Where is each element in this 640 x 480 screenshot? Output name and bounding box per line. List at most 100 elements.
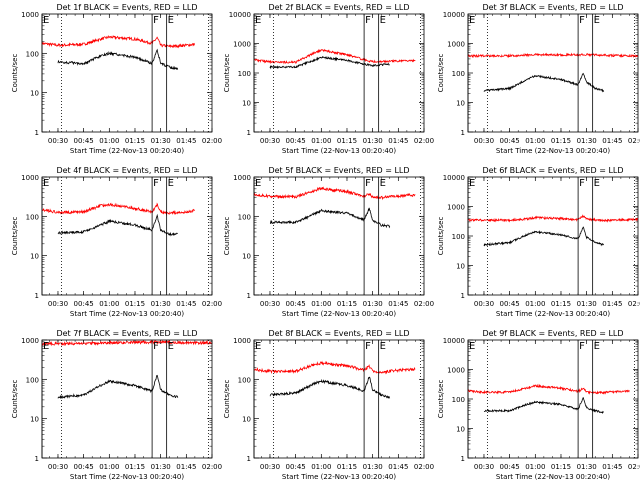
- chart-title: Det 5f BLACK = Events, RED = LLD: [268, 166, 409, 175]
- chart-panel-9: Det 9f BLACK = Events, RED = LLD 1 10 100 10…: [437, 329, 640, 480]
- marker-label: E: [594, 15, 600, 26]
- marker-label: E: [168, 178, 174, 189]
- events-series-line: [269, 207, 391, 229]
- y-tick-label: 10000: [443, 174, 465, 182]
- x-tick-label: 01:45: [176, 300, 196, 308]
- x-tick-label: 01:00: [311, 300, 331, 308]
- x-tick-label: 00:30: [260, 137, 280, 145]
- y-axis-label: Counts/sec: [223, 54, 231, 93]
- chart-panel-4: Det 4f BLACK = Events, RED = LLD 1 10 100 10…: [11, 166, 222, 318]
- y-tick-label: 1: [35, 129, 39, 137]
- chart-panel-6: Det 6f BLACK = Events, RED = LLD 1 10 100 10…: [437, 166, 640, 318]
- x-tick-label: 01:45: [388, 463, 408, 471]
- x-tick-label: 01:30: [151, 463, 171, 471]
- lld-series-line: [41, 202, 196, 216]
- x-tick-label: 01:15: [337, 300, 357, 308]
- chart-panel-1: Det 1f BLACK = Events, RED = LLD 1 10 100 10…: [11, 3, 222, 155]
- x-tick-label: 01:30: [151, 300, 171, 308]
- y-tick-label: 10: [242, 100, 251, 108]
- x-tick-label: 01:45: [176, 137, 196, 145]
- x-tick-label: 01:45: [602, 137, 622, 145]
- y-tick-label: 100: [452, 396, 465, 404]
- marker-label: E: [380, 178, 386, 189]
- lld-series-line: [467, 52, 639, 59]
- y-tick-label: 1000: [233, 41, 251, 49]
- x-tick-label: 00:30: [474, 137, 494, 145]
- chart-title: Det 6f BLACK = Events, RED = LLD: [482, 166, 623, 175]
- events-series-line: [269, 55, 390, 70]
- x-tick-label: 00:30: [48, 300, 68, 308]
- x-tick-label: 00:30: [474, 463, 494, 471]
- x-tick-label: 02:00: [202, 137, 222, 145]
- x-tick-label: 01:00: [525, 300, 545, 308]
- y-axis-label: Counts/sec: [11, 380, 19, 419]
- x-tick-label: 01:30: [363, 300, 383, 308]
- y-tick-label: 1000: [21, 337, 39, 345]
- x-tick-label: 02:00: [414, 463, 434, 471]
- y-tick-label: 10000: [229, 11, 251, 19]
- y-tick-label: 1: [461, 455, 465, 463]
- chart-title: Det 3f BLACK = Events, RED = LLD: [482, 3, 623, 12]
- x-tick-label: 00:30: [474, 300, 494, 308]
- events-series-line: [483, 72, 605, 93]
- chart-panel-8: Det 8f BLACK = Events, RED = LLD 1 10 100 10…: [223, 329, 434, 480]
- x-tick-label: 00:45: [500, 300, 520, 308]
- y-tick-label: 1: [35, 455, 39, 463]
- y-tick-label: 1000: [447, 204, 465, 212]
- x-tick-label: 00:45: [74, 300, 94, 308]
- chart-panel-3: Det 3f BLACK = Events, RED = LLD 1 10 100 10…: [437, 3, 640, 155]
- events-series-line: [57, 213, 178, 237]
- plot-frame: [253, 13, 425, 133]
- x-tick-label: 00:30: [260, 300, 280, 308]
- x-axis-label: Start Time (22-Nov-13 00:20:40): [496, 473, 610, 480]
- y-tick-label: 10: [30, 90, 39, 98]
- y-tick-label: 100: [26, 376, 39, 384]
- x-tick-label: 02:00: [414, 300, 434, 308]
- marker-label: E: [594, 178, 600, 189]
- chart-title: Det 8f BLACK = Events, RED = LLD: [268, 329, 409, 338]
- x-tick-label: 01:45: [176, 463, 196, 471]
- x-tick-label: 01:30: [363, 463, 383, 471]
- marker-label: E: [43, 178, 49, 189]
- x-tick-label: 01:15: [551, 463, 571, 471]
- x-tick-label: 01:15: [551, 300, 571, 308]
- events-series-line: [57, 374, 179, 400]
- x-tick-label: 00:45: [500, 463, 520, 471]
- x-tick-label: 00:45: [500, 137, 520, 145]
- marker-label: E: [380, 15, 386, 26]
- plot-frame: [467, 339, 639, 459]
- x-axis-label: Start Time (22-Nov-13 00:20:40): [70, 473, 184, 480]
- chart-title: Det 9f BLACK = Events, RED = LLD: [482, 329, 623, 338]
- y-axis-label: Counts/sec: [223, 217, 231, 256]
- y-tick-label: 1: [247, 129, 251, 137]
- x-tick-label: 00:45: [286, 463, 306, 471]
- plot-frame: [41, 176, 213, 296]
- marker-label: E: [43, 15, 49, 26]
- y-tick-label: 100: [238, 70, 251, 78]
- marker-label: E: [168, 15, 174, 26]
- marker-label: E: [380, 341, 386, 352]
- x-tick-label: 02:00: [202, 300, 222, 308]
- chart-panel-2: Det 2f BLACK = Events, RED = LLD 1 10 100 10…: [223, 3, 434, 155]
- y-tick-label: 1: [247, 455, 251, 463]
- y-tick-label: 100: [26, 213, 39, 221]
- y-tick-label: 10000: [443, 337, 465, 345]
- y-tick-label: 10: [242, 253, 251, 261]
- events-series-line: [483, 226, 605, 247]
- x-tick-label: 01:30: [577, 300, 597, 308]
- x-tick-label: 02:00: [628, 300, 640, 308]
- y-tick-label: 1000: [233, 174, 251, 182]
- y-tick-label: 10: [456, 263, 465, 271]
- marker-label: E: [469, 178, 475, 189]
- x-tick-label: 01:15: [337, 137, 357, 145]
- lld-series-line: [467, 214, 639, 223]
- y-axis-label: Counts/sec: [437, 380, 445, 419]
- x-tick-label: 01:45: [602, 463, 622, 471]
- marker-label: F: [579, 15, 585, 26]
- y-axis-label: Counts/sec: [11, 217, 19, 256]
- x-tick-label: 01:15: [551, 137, 571, 145]
- marker-label: E: [594, 341, 600, 352]
- x-tick-label: 00:30: [48, 137, 68, 145]
- x-tick-label: 02:00: [628, 137, 640, 145]
